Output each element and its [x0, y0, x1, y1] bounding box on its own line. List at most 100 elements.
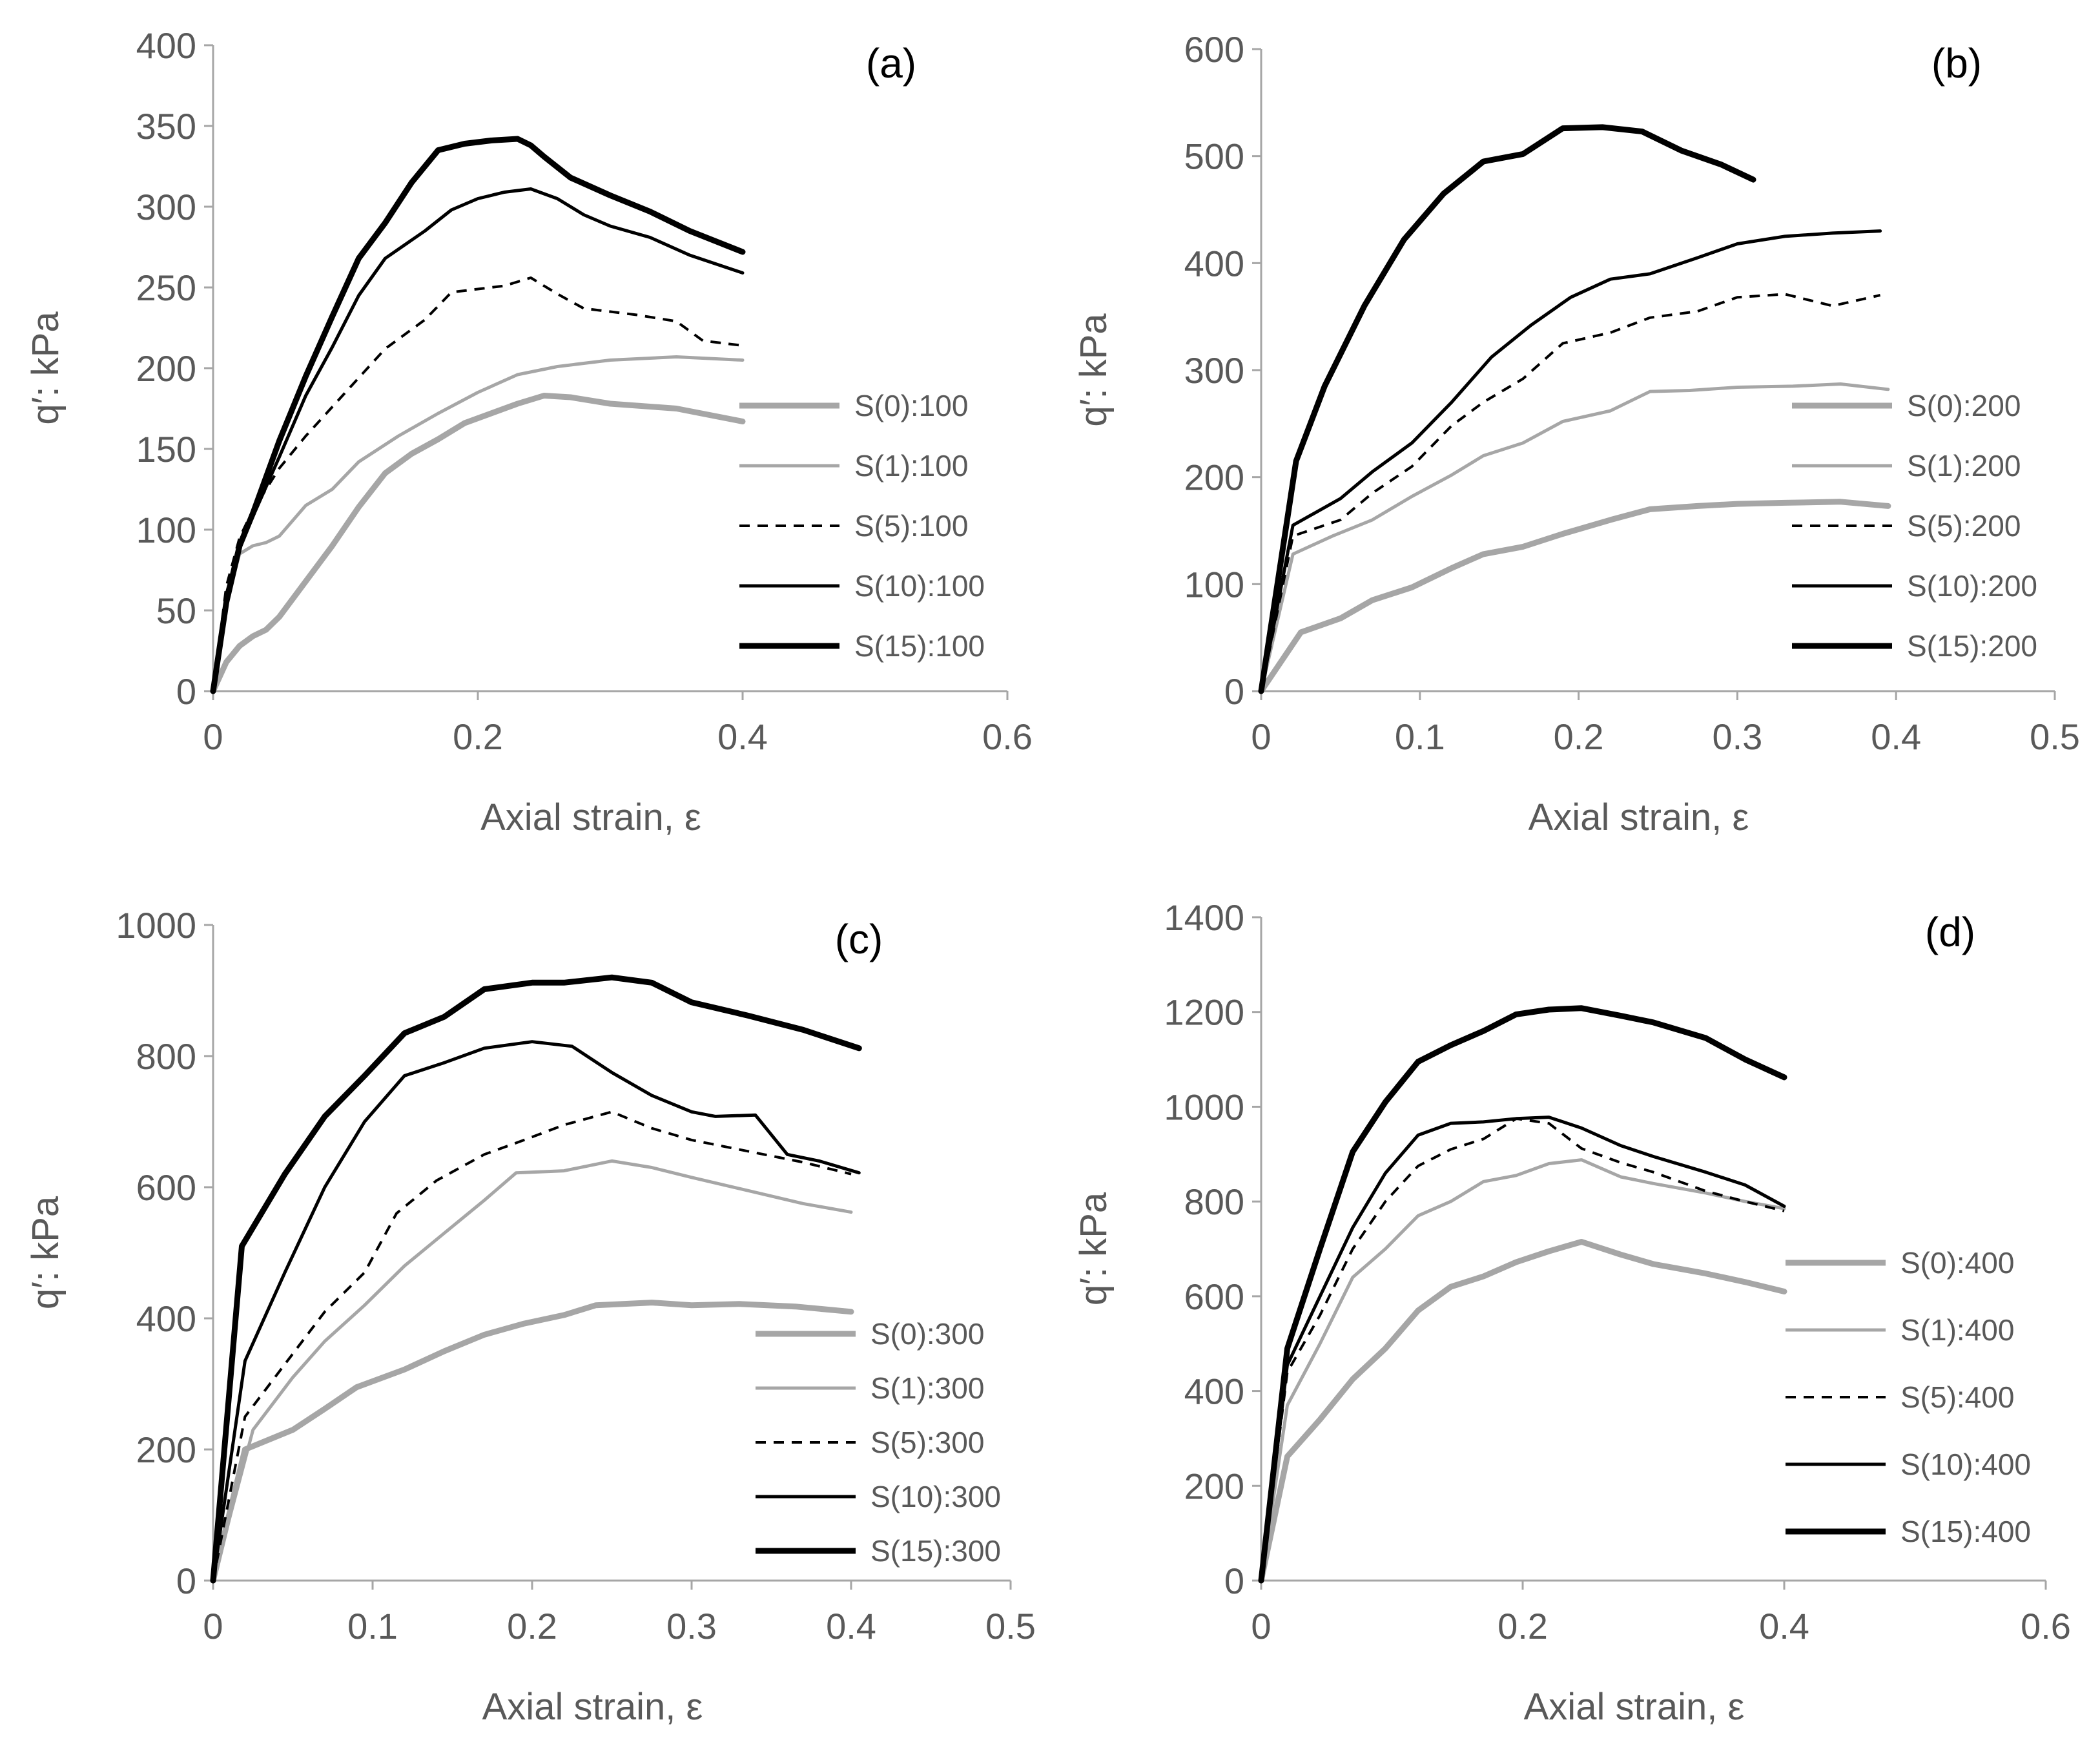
- y-tick-label: 1000: [1164, 1086, 1244, 1127]
- x-tick-label: 0.2: [1554, 716, 1604, 757]
- y-tick-label: 400: [1184, 243, 1244, 284]
- y-tick-label: 400: [1184, 1371, 1244, 1412]
- y-tick-label: 50: [156, 590, 196, 631]
- y-tick-label: 800: [136, 1036, 196, 1077]
- y-tick-label: 1200: [1164, 992, 1244, 1033]
- x-tick-label: 0.1: [347, 1606, 398, 1646]
- legend-label: S(1):200: [1907, 449, 2021, 483]
- series-line-4: [1258, 1005, 1787, 1584]
- chart-panel-a: 0 50 100 150 200 250 300 350 400 0 0.2 0.4 0.6 Axial …: [25, 25, 1033, 838]
- chart-panel-c: 0 200 400 600 800 1000 0 0.1 0.2 0.3 0.4 0.5 Axial s…: [25, 905, 1036, 1728]
- panel-label: (a): [866, 40, 916, 87]
- panel-label: (b): [1931, 40, 1982, 87]
- legend: S(0):200 S(1):200 S(5):200 S(10):200 S(15):2…: [1792, 389, 2037, 663]
- legend-label: S(15):300: [870, 1534, 1001, 1568]
- series-line-4: [1258, 124, 1756, 694]
- legend-label: S(5):300: [870, 1426, 984, 1459]
- series-line-1: [1259, 1158, 1786, 1583]
- y-tick-label: 200: [136, 1429, 196, 1470]
- legend-label: S(10):300: [870, 1480, 1001, 1513]
- series-line-2: [1260, 1117, 1785, 1581]
- legend-label: S(0):200: [1907, 389, 2021, 422]
- x-tick-label: 0: [1251, 716, 1271, 757]
- y-tick-label: 150: [136, 429, 196, 470]
- y-axis-label: q′: kPa: [25, 311, 67, 425]
- x-tick-label: 0.1: [1395, 716, 1445, 757]
- legend-label: S(5):100: [854, 509, 968, 543]
- legend-label: S(10):400: [1900, 1448, 2031, 1481]
- legend-label: S(0):100: [854, 389, 968, 422]
- x-tick-label: 0.4: [1759, 1606, 1809, 1646]
- legend-label: S(1):100: [854, 449, 968, 483]
- legend: S(0):100 S(1):100 S(5):100 S(10):100 S(15):1…: [739, 389, 985, 663]
- x-tick-label: 0: [203, 716, 223, 757]
- series-line-1: [1259, 382, 1890, 693]
- y-tick-label: 200: [1184, 1466, 1244, 1506]
- series-line-0: [1258, 1239, 1787, 1584]
- panel-label: (d): [1925, 909, 1975, 955]
- chart-panel-b: 0 100 200 300 400 500 600 0 0.1 0.2 0.3 0.4 0.5 Axial…: [1073, 29, 2080, 838]
- series-line-1: [211, 355, 745, 693]
- x-tick-label: 0.4: [717, 716, 768, 757]
- y-tick-label: 800: [1184, 1181, 1244, 1222]
- legend-label: S(0):400: [1900, 1246, 2014, 1280]
- y-tick-label: 600: [1184, 29, 1244, 70]
- legend-label: S(1):400: [1900, 1313, 2014, 1347]
- y-tick-label: 500: [1184, 136, 1244, 177]
- y-tick-label: 1000: [116, 905, 196, 946]
- series-line-3: [211, 1040, 861, 1583]
- x-tick-label: 0: [1251, 1606, 1271, 1646]
- y-tick-label: 350: [136, 106, 196, 147]
- x-axis-label: Axial strain, ε: [1529, 796, 1749, 838]
- x-tick-label: 0.4: [1871, 716, 1921, 757]
- series-line-1: [211, 1159, 853, 1583]
- y-tick-label: 600: [1184, 1276, 1244, 1317]
- legend-label: S(1):300: [870, 1371, 984, 1405]
- y-tick-label: 0: [1224, 671, 1244, 712]
- series-line-3: [211, 187, 745, 693]
- panel-label: (c): [835, 916, 883, 962]
- x-axis-label: Axial strain, ε: [482, 1686, 703, 1728]
- y-tick-label: 300: [136, 187, 196, 227]
- y-tick-label: 1400: [1164, 897, 1244, 938]
- series-line-0: [210, 1300, 854, 1584]
- series-line-0: [210, 393, 746, 694]
- y-tick-label: 0: [1224, 1561, 1244, 1601]
- x-tick-label: 0.3: [666, 1606, 717, 1646]
- legend-label: S(15):100: [854, 629, 985, 663]
- x-tick-label: 0.4: [826, 1606, 876, 1646]
- y-tick-label: 400: [136, 25, 196, 66]
- legend-label: S(15):400: [1900, 1515, 2031, 1548]
- x-tick-label: 0.5: [985, 1606, 1036, 1646]
- x-axis-label: Axial strain, ε: [1524, 1686, 1745, 1728]
- x-axis-label: Axial strain, ε: [480, 796, 701, 838]
- y-tick-label: 600: [136, 1167, 196, 1208]
- y-tick-label: 400: [136, 1298, 196, 1339]
- x-tick-label: 0: [203, 1606, 223, 1646]
- y-tick-label: 100: [136, 510, 196, 550]
- y-tick-label: 0: [176, 1561, 196, 1601]
- x-tick-label: 0.3: [1712, 716, 1762, 757]
- y-axis-label: q′: kPa: [1073, 313, 1115, 427]
- x-tick-label: 0.2: [453, 716, 503, 757]
- legend: S(0):400 S(1):400 S(5):400 S(10):400 S(15):4…: [1786, 1246, 2031, 1548]
- x-tick-label: 0.2: [507, 1606, 557, 1646]
- series-line-2: [212, 276, 743, 692]
- y-tick-label: 300: [1184, 350, 1244, 391]
- x-tick-label: 0.2: [1498, 1606, 1548, 1646]
- y-axis-label: q′: kPa: [25, 1196, 67, 1309]
- series-line-3: [1259, 1116, 1786, 1583]
- y-tick-label: 100: [1184, 564, 1244, 605]
- legend-label: S(5):400: [1900, 1380, 2014, 1414]
- y-tick-label: 200: [136, 348, 196, 389]
- series-line-4: [210, 974, 862, 1584]
- chart-panel-d: 0 200 400 600 800 1000 1200 1400 0 0.2 0.4 0.6 Axial…: [1073, 897, 2071, 1728]
- legend-label: S(15):200: [1907, 629, 2037, 663]
- x-tick-label: 0.5: [2030, 716, 2080, 757]
- series-line-4: [210, 136, 746, 694]
- series-line-3: [1259, 229, 1882, 693]
- legend: S(0):300 S(1):300 S(5):300 S(10):300 S(15):3…: [756, 1317, 1001, 1568]
- series-line-2: [1260, 293, 1881, 692]
- series-line-2: [212, 1110, 852, 1581]
